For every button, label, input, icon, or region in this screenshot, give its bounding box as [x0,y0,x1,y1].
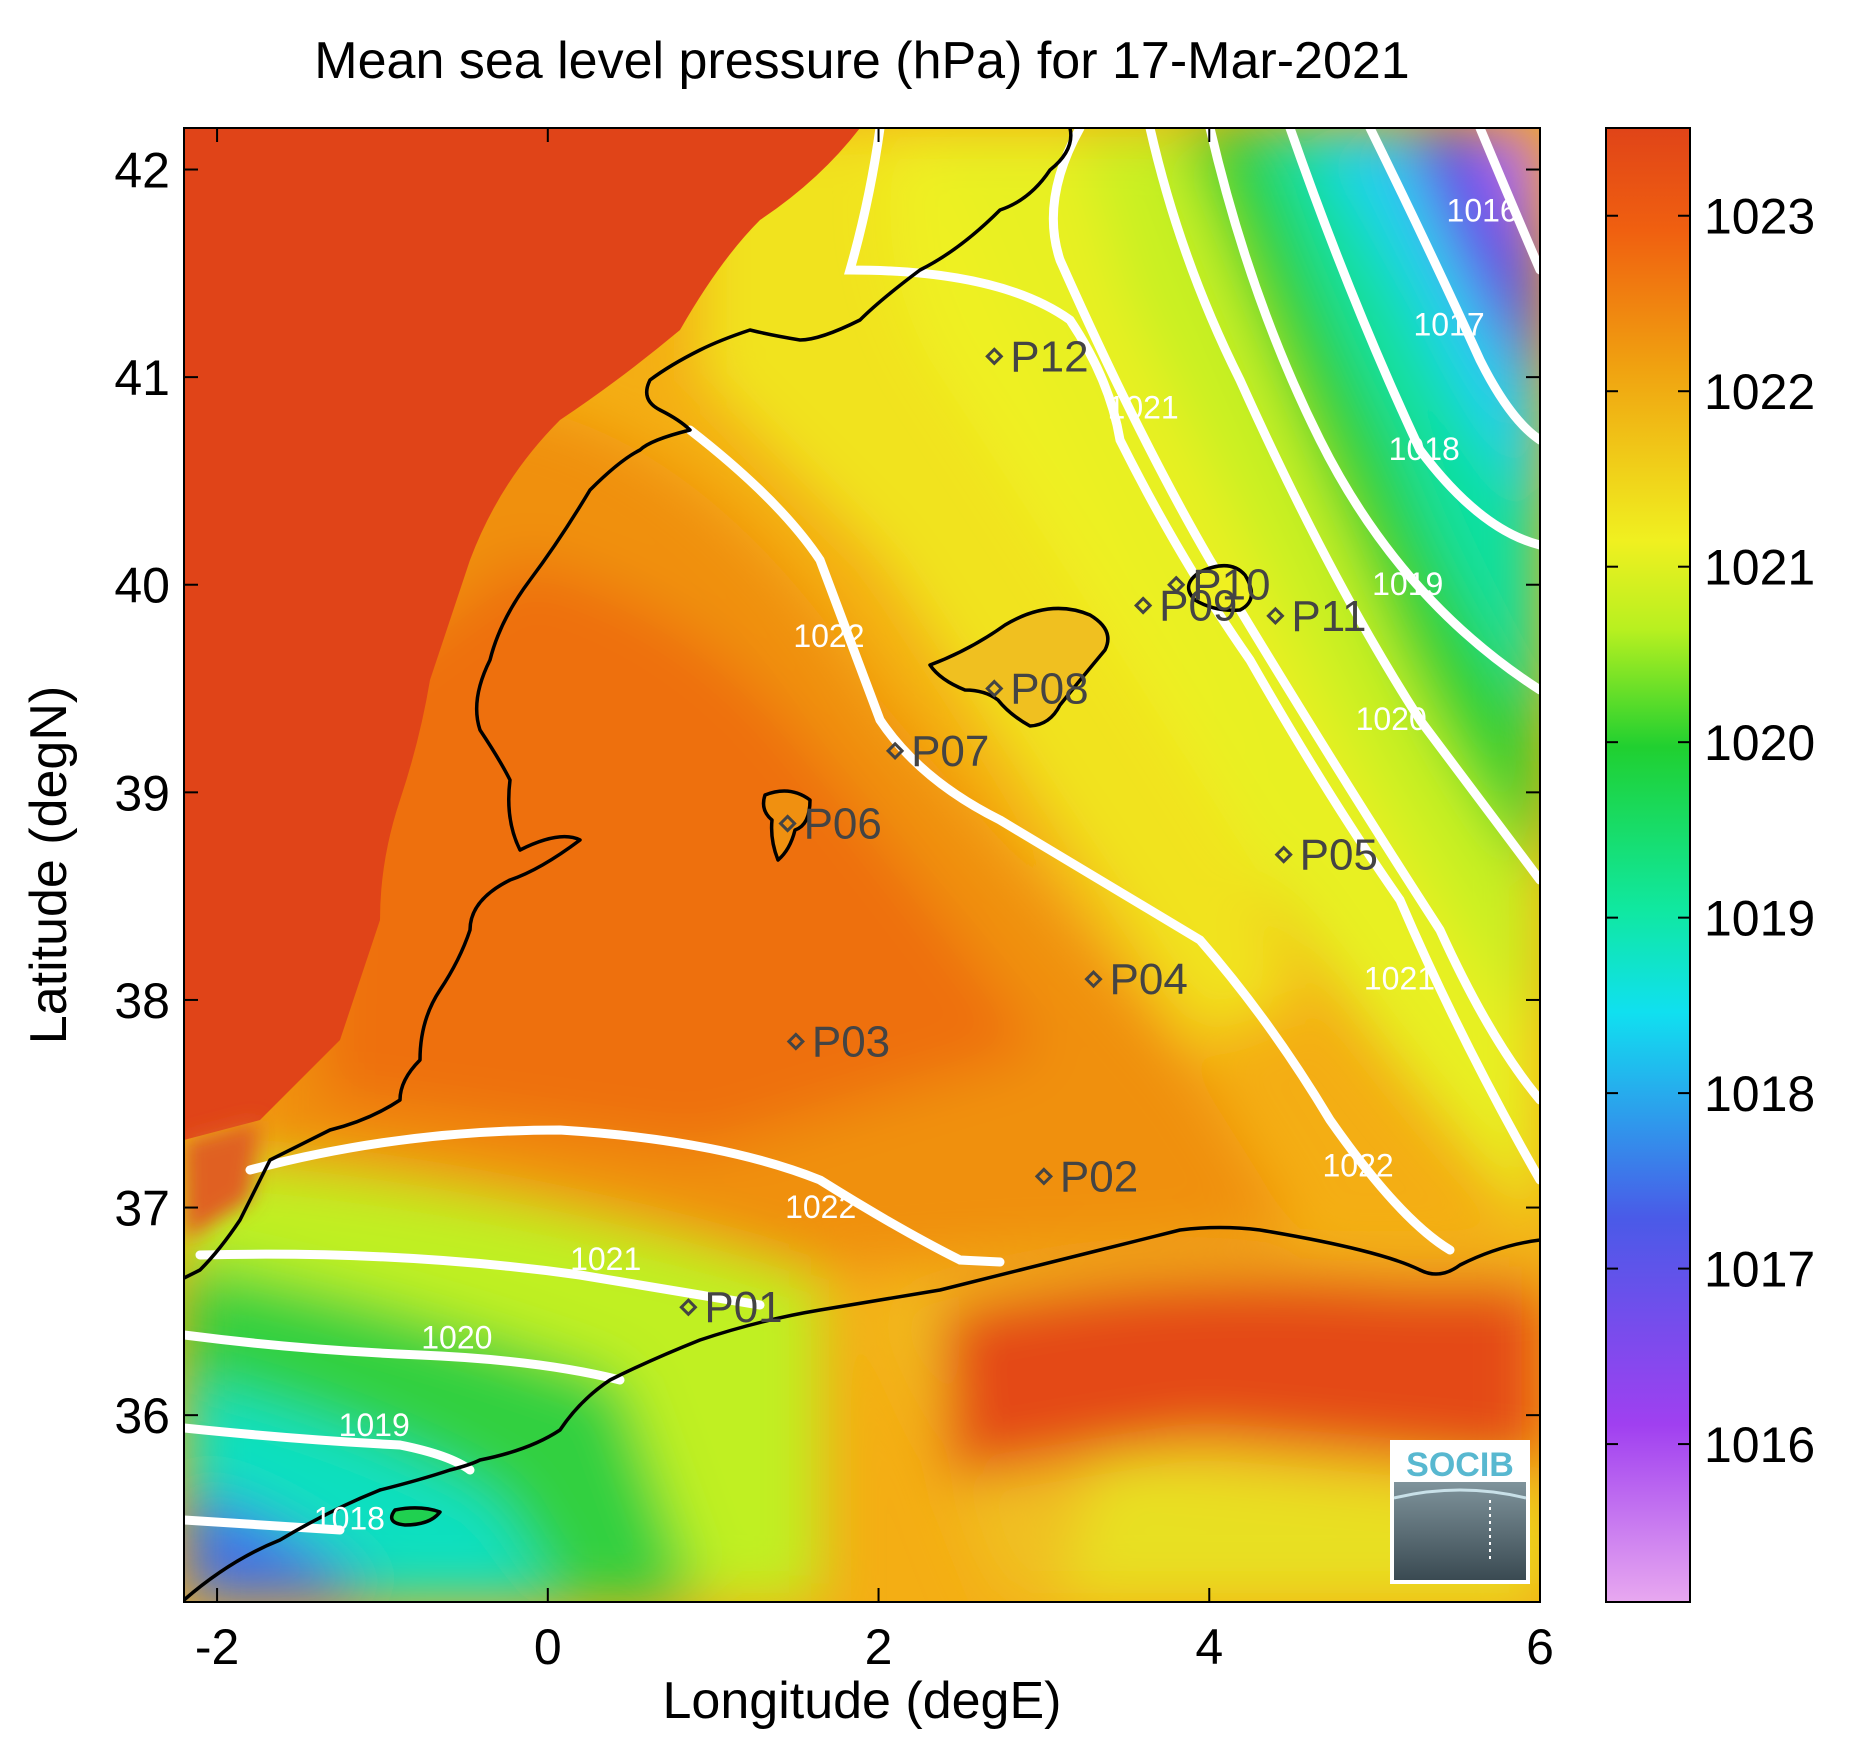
y-axis: 36 37 38 39 40 41 42 [114,143,1540,1444]
station-marker [985,679,1004,698]
y-tick-label: 40 [114,558,170,614]
station-label: P02 [1060,1152,1138,1201]
contour-label: 1019 [339,1407,410,1443]
station-marker [786,1032,805,1051]
colorbar-tick-label: 1020 [1704,715,1815,771]
y-axis-label: Latitude (degN) [20,686,78,1044]
colorbar-ticks: 1016 1017 1018 1019 1020 1021 1022 1023 [1606,189,1815,1473]
contour-label: 1022 [785,1189,856,1225]
contour-label: 1020 [421,1320,492,1356]
y-tick-label: 42 [114,143,170,199]
x-tick-label: -2 [195,1619,239,1675]
station-marker [778,814,797,833]
station-marker [1266,606,1285,625]
x-tick-label: 0 [534,1619,562,1675]
contour-label: 1018 [1389,431,1460,467]
station-p12: P12 [985,332,1089,381]
station-label: P01 [704,1283,782,1332]
coastlines [184,128,1540,1602]
station-marker [1034,1167,1054,1186]
colorbar-tick-label: 1017 [1704,1242,1815,1298]
iberia-land-pressure [184,128,860,1140]
x-tick-label: 4 [1195,1619,1223,1675]
station-label: P08 [1010,665,1088,714]
station-label: P07 [911,727,989,776]
station-marker [985,347,1004,366]
colorbar-tick-label: 1022 [1704,364,1815,420]
y-tick-label: 39 [114,765,170,821]
y-tick-label: 38 [114,973,170,1029]
station-marker [1167,575,1186,594]
colorbar: 1016 1017 1018 1019 1020 1021 1022 1023 [1605,127,1815,1603]
station-p02: P02 [1034,1152,1138,1201]
contour-label: 1021 [570,1241,641,1277]
station-p01: P01 [679,1283,783,1332]
x-axis-label: Longitude (degE) [663,1672,1062,1730]
socib-logo: SOCIB [1390,1440,1530,1584]
station-label: P04 [1110,955,1188,1004]
station-label: P12 [1010,332,1088,381]
colorbar-tick-label: 1018 [1704,1066,1815,1122]
station-marker [1133,596,1153,615]
y-tick-label: 36 [114,1388,170,1444]
station-marker [1084,970,1103,989]
colorbar-tick-label: 1023 [1704,189,1815,245]
station-p06: P06 [778,799,882,848]
colorbar-scale [1605,127,1691,1603]
colorbar-tick-label: 1016 [1704,1417,1815,1473]
contour-label: 1022 [793,618,864,654]
contour-label: 1020 [1356,701,1427,737]
station-label: P05 [1300,831,1378,880]
station-p03: P03 [786,1017,890,1066]
station-label: P11 [1291,592,1366,641]
y-tick-label: 37 [114,1181,170,1237]
station-marker [885,741,905,760]
contour-label: 1017 [1413,307,1484,343]
map-panel: 1016 1017 1018 1019 1020 1021 1022 1021 1022 1022… [184,128,1540,1602]
contour-label: 1016 [1447,192,1518,228]
station-marker [1274,845,1293,864]
station-p10: P10 [1167,561,1270,610]
y-tick-label: 41 [114,350,170,406]
colorbar-tick-label: 1021 [1704,540,1815,596]
station-marker [679,1298,698,1317]
chart-title: Mean sea level pressure (hPa) for 17-Mar… [314,32,1409,90]
contour-label: 1019 [1372,566,1443,602]
station-p08: P08 [985,665,1089,714]
contour-label: 1021 [1108,390,1179,426]
x-axis: -2 0 2 4 6 [195,128,1554,1675]
x-tick-label: 2 [865,1619,893,1675]
station-label: P10 [1192,561,1270,610]
colorbar-tick-label: 1019 [1704,891,1815,947]
station-p11: P11 [1266,592,1366,641]
station-label: P06 [804,799,882,848]
contour-labels: 1016 1017 1018 1019 1020 1021 1022 1021 1022 1022… [314,192,1518,1536]
station-p05: P05 [1274,831,1378,880]
socib-logo-text: SOCIB [1406,1446,1514,1484]
contour-label: 1022 [1323,1147,1394,1183]
x-tick-label: 6 [1526,1619,1554,1675]
contour-label: 1018 [314,1500,385,1536]
station-p07: P07 [885,727,989,776]
contour-label: 1021 [1364,961,1435,997]
map-frame [183,127,1541,1603]
station-p04: P04 [1084,955,1188,1004]
station-label: P03 [812,1017,890,1066]
